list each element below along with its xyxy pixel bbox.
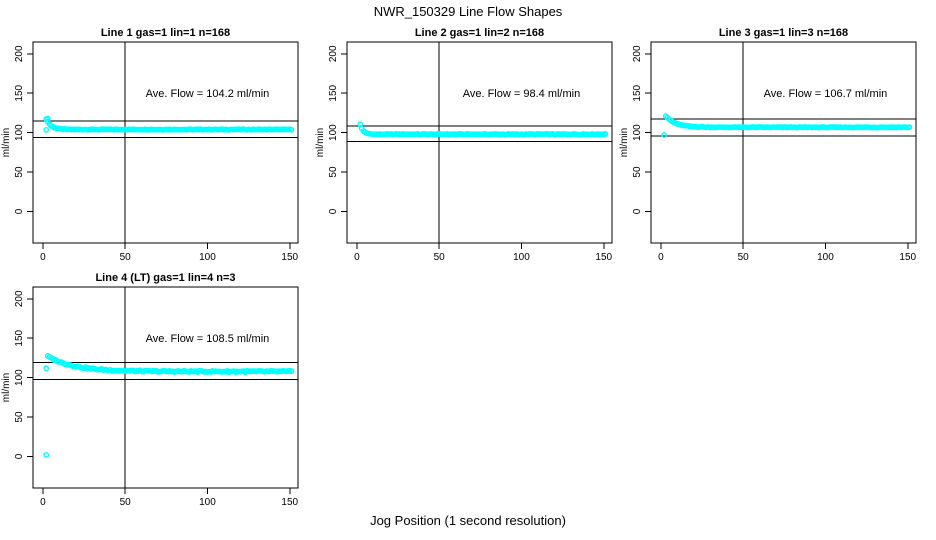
figure-title: NWR_150329 Line Flow Shapes: [373, 4, 563, 19]
subplot-4: 0 50 100 150 200 0 50 100 150 Line 4 (LT) gas=1 l…: [1, 272, 299, 508]
subplot-title: Line 4 (LT) gas=1 lin=4 n=3: [95, 272, 235, 284]
y-tick-label: 150: [632, 84, 643, 101]
subplot-2: 0 50 100 150 200 0 50 100 150 Line 2 gas=1 lin=2 …: [315, 27, 613, 263]
y-tick-label: 0: [632, 208, 643, 214]
y-axis-title: ml/min: [619, 128, 630, 157]
data-point-outlier: [44, 115, 51, 122]
ave-flow-annotation: Ave. Flow = 106.7 ml/min: [764, 88, 888, 100]
data-point-outlier: [43, 127, 50, 133]
y-tick-label: 200: [328, 45, 339, 62]
x-tick-label: 150: [281, 497, 298, 508]
y-tick-label: 100: [14, 369, 25, 386]
x-tick-label: 100: [513, 252, 530, 263]
data-points: [43, 352, 295, 458]
data-point-outlier: [43, 451, 50, 458]
subplot-1: 0 50 100 150 200 0 50 100 150 Line 1 gas=1 lin=1 …: [1, 27, 299, 263]
plot-box: [650, 41, 917, 244]
x-tick-label: 150: [899, 252, 916, 263]
x-tick-label: 50: [738, 252, 750, 263]
data-points: [357, 121, 609, 138]
x-tick-label: 100: [199, 252, 216, 263]
data-point: [288, 126, 295, 133]
x-tick-label: 150: [595, 252, 612, 263]
y-tick-label: 200: [14, 290, 25, 307]
subplot-3: 0 50 100 150 200 0 50 100 150 Line 3 gas=1 lin=3 …: [619, 27, 917, 263]
y-tick-label: 200: [14, 45, 25, 62]
y-tick-label: 150: [14, 84, 25, 101]
y-tick-label: 50: [14, 411, 25, 423]
data-point: [906, 124, 913, 131]
data-point: [602, 131, 609, 137]
ave-flow-annotation: Ave. Flow = 108.5 ml/min: [146, 333, 270, 345]
y-tick-label: 150: [14, 329, 25, 346]
y-tick-label: 100: [14, 124, 25, 141]
data-point-outlier: [661, 132, 668, 138]
y-tick-label: 50: [14, 166, 25, 178]
y-axis-title: ml/min: [1, 128, 12, 157]
data-point-outlier: [43, 365, 50, 372]
data-points: [43, 115, 295, 133]
data-points: [661, 113, 913, 138]
x-tick-label: 0: [658, 252, 664, 263]
y-tick-label: 0: [14, 208, 25, 214]
ave-flow-annotation: Ave. Flow = 98.4 ml/min: [463, 88, 580, 100]
x-axis-label: Jog Position (1 second resolution): [370, 513, 566, 528]
y-tick-label: 0: [14, 453, 25, 459]
y-tick-label: 50: [328, 166, 339, 178]
y-axis-title: ml/min: [1, 373, 12, 402]
y-tick-label: 100: [632, 124, 643, 141]
x-tick-label: 50: [120, 497, 132, 508]
y-tick-label: 0: [328, 208, 339, 214]
x-tick-label: 100: [199, 497, 216, 508]
x-tick-label: 100: [817, 252, 834, 263]
y-tick-label: 150: [328, 84, 339, 101]
subplot-title: Line 1 gas=1 lin=1 n=168: [101, 27, 230, 39]
x-tick-label: 150: [281, 252, 298, 263]
plot-box: [346, 41, 613, 244]
y-axis-title: ml/min: [315, 128, 326, 157]
x-tick-label: 50: [434, 252, 446, 263]
subplot-title: Line 2 gas=1 lin=2 n=168: [415, 27, 544, 39]
plot-box: [32, 41, 299, 244]
x-tick-label: 0: [40, 252, 46, 263]
y-tick-label: 200: [632, 45, 643, 62]
x-tick-label: 0: [354, 252, 360, 263]
subplot-title: Line 3 gas=1 lin=3 n=168: [719, 27, 848, 39]
y-tick-label: 100: [328, 124, 339, 141]
data-point: [288, 368, 295, 375]
x-tick-label: 0: [40, 497, 46, 508]
plot-box: [32, 286, 299, 489]
ave-flow-annotation: Ave. Flow = 104.2 ml/min: [146, 88, 270, 100]
x-tick-label: 50: [120, 252, 132, 263]
y-tick-label: 50: [632, 166, 643, 178]
